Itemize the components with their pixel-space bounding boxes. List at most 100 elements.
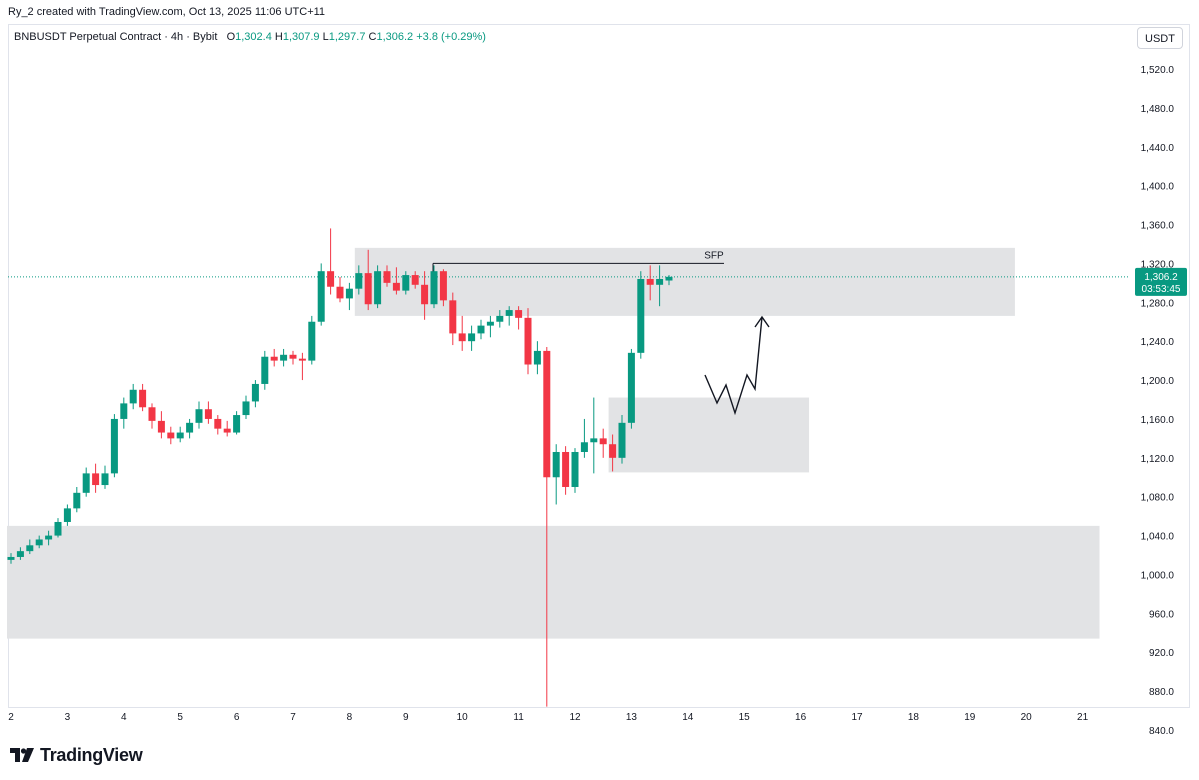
candle-body: [374, 271, 382, 305]
candle-body: [242, 401, 250, 416]
x-tick-label: 3: [65, 712, 71, 723]
candle-body: [336, 286, 344, 299]
change-value: +3.8 (+0.29%): [416, 31, 486, 43]
y-tick-label: 1,280.0: [1141, 298, 1175, 309]
candle-body: [637, 278, 645, 353]
candle-body: [580, 442, 588, 452]
y-tick-label: 920.0: [1149, 648, 1174, 659]
y-tick-label: 880.0: [1149, 687, 1174, 698]
x-tick-label: 18: [908, 712, 920, 723]
created-by-header: Ry_2 created with TradingView.com, Oct 1…: [8, 6, 326, 18]
candle-body: [139, 389, 147, 408]
candle-body: [571, 451, 579, 487]
y-tick-label: 1,080.0: [1141, 493, 1175, 504]
candle-body: [411, 275, 419, 285]
tradingview-logo[interactable]: TradingView: [10, 744, 143, 766]
x-tick-label: 12: [569, 712, 581, 723]
candle-body: [609, 444, 617, 458]
candle-body: [129, 389, 137, 404]
y-tick-label: 1,520.0: [1141, 65, 1175, 76]
x-tick-label: 5: [177, 712, 183, 723]
candle-body: [45, 535, 53, 540]
x-tick-label: 11: [513, 712, 524, 723]
candle-body: [186, 422, 194, 433]
candle-body: [26, 545, 34, 552]
candle-body: [176, 432, 184, 439]
candle-body: [54, 521, 62, 536]
sfp-label: SFP: [704, 250, 724, 261]
candle-body: [430, 271, 438, 305]
candle-body: [280, 354, 288, 361]
x-tick-label: 4: [121, 712, 127, 723]
x-tick-label: 10: [457, 712, 469, 723]
projection-path[interactable]: [704, 316, 763, 416]
candle-body: [439, 271, 447, 301]
x-tick-label: 8: [347, 712, 353, 723]
chart-frame: [8, 24, 1190, 708]
candle-body: [157, 420, 165, 433]
candle-body: [233, 415, 241, 433]
candle-body: [204, 409, 212, 419]
candle-body: [298, 358, 306, 361]
candle-body: [195, 409, 203, 423]
candle-body: [562, 451, 570, 487]
candle-body: [477, 325, 485, 334]
candle-body: [110, 418, 118, 474]
low-value: 1,297.7: [328, 31, 366, 43]
close-label: C: [368, 31, 377, 43]
open-value: 1,302.4: [235, 31, 272, 43]
candle-body: [421, 284, 429, 305]
x-tick-label: 2: [8, 712, 14, 723]
price-badge: [1135, 267, 1187, 296]
candle-body: [16, 551, 24, 557]
symbol-legend: BNBUSDT Perpetual Contract · 4h · Bybit …: [14, 31, 486, 43]
candle-body: [101, 473, 109, 486]
projection-arrow-icon: [754, 315, 770, 328]
x-tick-label: 17: [851, 712, 863, 723]
y-tick-label: 960.0: [1149, 609, 1174, 620]
candle-body: [468, 333, 476, 342]
candle-body: [543, 350, 551, 478]
x-tick-label: 19: [964, 712, 976, 723]
x-tick-label: 21: [1077, 712, 1089, 723]
candle-body: [120, 403, 128, 419]
y-tick-label: 1,320.0: [1141, 259, 1175, 270]
candle-body: [345, 288, 353, 299]
candle-body: [590, 438, 598, 443]
symbol-name[interactable]: BNBUSDT Perpetual Contract · 4h · Bybit: [14, 31, 218, 43]
price-badge-countdown: 03:53:45: [1142, 284, 1181, 295]
candle-body: [665, 276, 673, 281]
candle-body: [646, 278, 654, 285]
candle-body: [270, 356, 278, 361]
open-label: O: [226, 31, 236, 43]
y-tick-label: 1,360.0: [1141, 221, 1175, 232]
y-tick-label: 840.0: [1149, 726, 1174, 737]
tradingview-logo-icon: [10, 748, 34, 762]
y-tick-label: 1,160.0: [1141, 415, 1175, 426]
candle-body: [656, 278, 664, 285]
candle-body: [392, 282, 400, 291]
candle-body: [505, 310, 513, 316]
zone-rectangle[interactable]: [7, 525, 1100, 639]
candle-body: [223, 428, 231, 433]
x-tick-label: 16: [795, 712, 807, 723]
candle-body: [618, 422, 626, 458]
x-tick-label: 15: [739, 712, 751, 723]
candle-body: [627, 352, 635, 423]
y-tick-label: 1,040.0: [1141, 532, 1175, 543]
candle-body: [496, 315, 504, 322]
candle-body: [449, 300, 457, 334]
candle-body: [289, 354, 297, 359]
y-tick-label: 1,200.0: [1141, 376, 1175, 387]
x-tick-label: 13: [626, 712, 638, 723]
candle-body: [63, 508, 71, 522]
candle-body: [515, 310, 523, 318]
candle-body: [364, 273, 372, 305]
zone-rectangle[interactable]: [608, 397, 810, 473]
zone-rectangle[interactable]: [354, 247, 1015, 316]
tradingview-wordmark: TradingView: [40, 744, 143, 765]
candle-body: [92, 473, 100, 486]
currency-button[interactable]: USDT: [1137, 27, 1183, 49]
y-tick-label: 1,400.0: [1141, 182, 1175, 193]
